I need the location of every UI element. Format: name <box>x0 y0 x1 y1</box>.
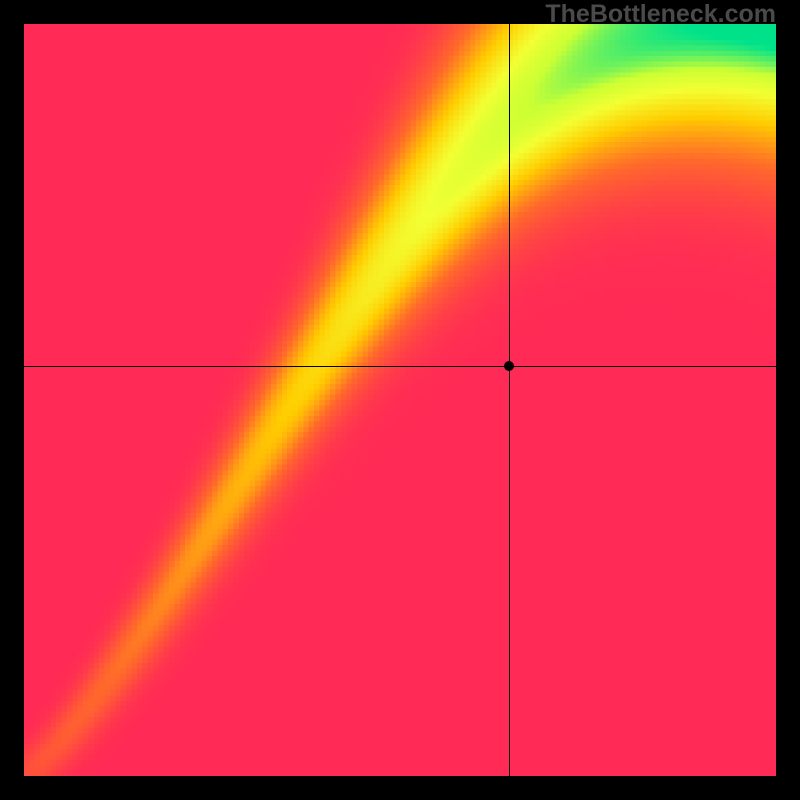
watermark-text: TheBottleneck.com <box>545 0 776 29</box>
crosshair-horizontal <box>24 366 776 367</box>
crosshair-vertical <box>509 24 510 776</box>
bottleneck-heatmap <box>24 24 776 776</box>
chart-container: TheBottleneck.com <box>0 0 800 800</box>
